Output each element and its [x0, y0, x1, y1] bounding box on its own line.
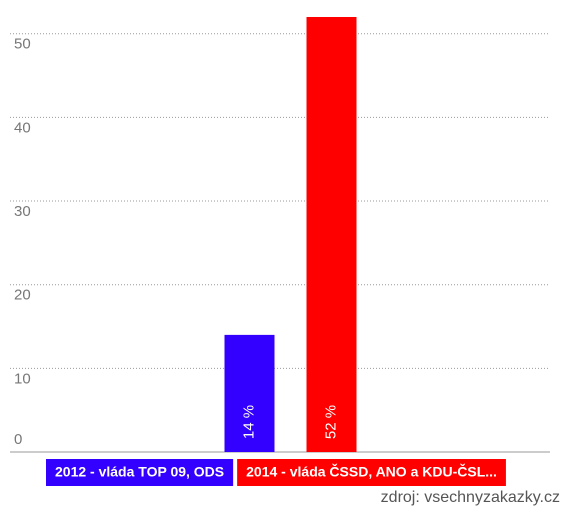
y-tick-label: 50	[14, 36, 31, 53]
bar	[306, 17, 357, 452]
source: zdroj: vsechnyzakazky.cz	[381, 489, 560, 506]
value-label: 14 %	[240, 405, 257, 439]
legend-label: 2012 - vláda TOP 09, ODS	[55, 464, 224, 480]
legend-item: 2012 - vláda TOP 09, ODS	[46, 459, 234, 486]
legend-label: 2014 - vláda ČSSD, ANO a KDU-ČSL...	[246, 463, 497, 480]
y-tick-label: 0	[14, 431, 22, 448]
legend-box	[237, 459, 506, 486]
y-tick-label: 40	[14, 119, 31, 136]
legend-item: 2014 - vláda ČSSD, ANO a KDU-ČSL...	[237, 459, 506, 486]
value-label: 52 %	[322, 405, 339, 439]
legend-box	[46, 459, 234, 486]
y-tick-label: 20	[14, 287, 31, 304]
y-tick-label: 30	[14, 203, 31, 220]
y-tick-label: 10	[14, 370, 31, 387]
bar	[224, 334, 275, 452]
